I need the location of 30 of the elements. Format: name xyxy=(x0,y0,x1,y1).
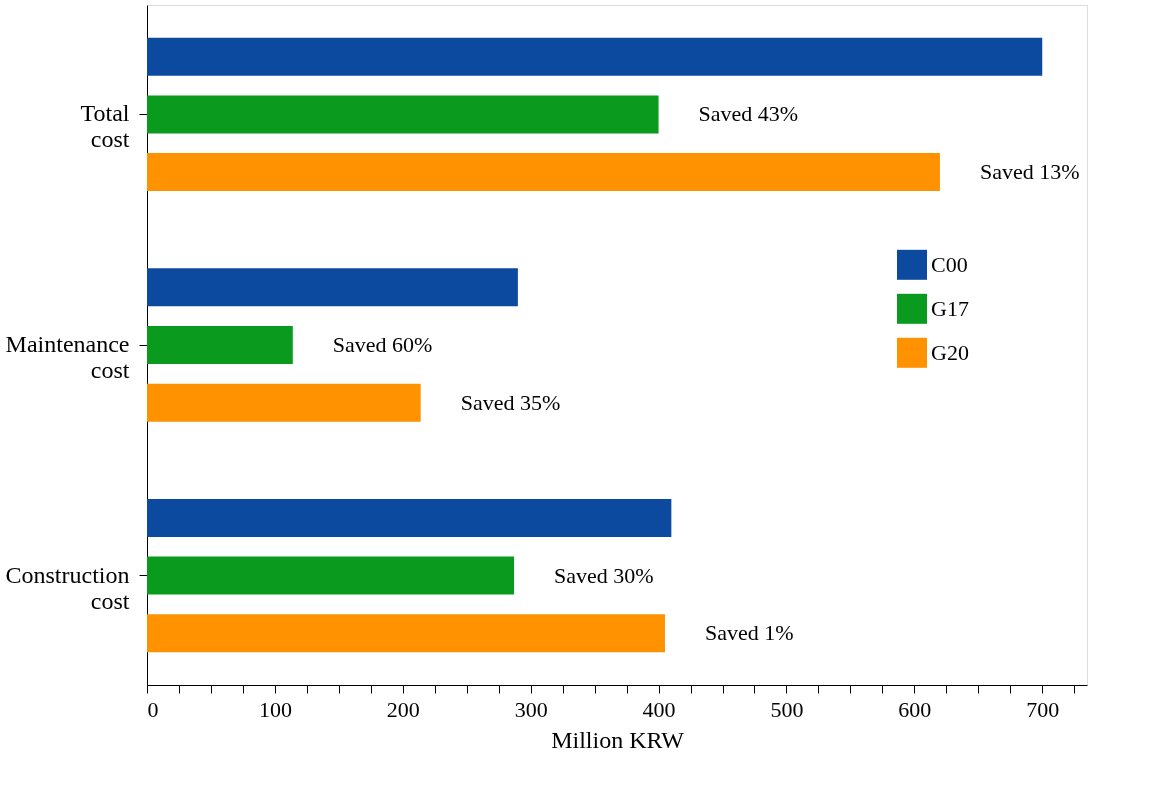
data-label: Saved 35% xyxy=(460,389,561,415)
x-tick-label: 300 xyxy=(514,696,548,722)
x-tick-label: 700 xyxy=(1026,696,1060,722)
data-label: Saved 13% xyxy=(979,159,1080,185)
data-label: Saved 60% xyxy=(332,332,433,357)
bar xyxy=(147,556,515,595)
x-tick-label: 500 xyxy=(770,696,804,722)
bar xyxy=(147,95,659,134)
legend-label: C00 xyxy=(931,251,968,277)
x-tick-label: 400 xyxy=(642,696,676,722)
x-tick-label: 0 xyxy=(147,696,159,722)
legend-label: G17 xyxy=(931,295,969,321)
bar xyxy=(147,268,518,307)
data-label: Saved 1% xyxy=(704,620,794,646)
x-tick-label: 100 xyxy=(258,696,292,722)
bar xyxy=(147,383,421,422)
y-tick-label: Construction cost xyxy=(5,561,130,614)
x-tick-label: 600 xyxy=(898,696,932,722)
legend-label: G20 xyxy=(931,339,969,365)
bar xyxy=(147,37,1043,76)
x-tick-label: 200 xyxy=(386,696,420,722)
bar xyxy=(147,326,293,364)
y-tick-label: Total cost xyxy=(80,100,130,153)
data-label: Saved 43% xyxy=(698,101,799,127)
x-axis-title: Million KRW xyxy=(551,726,685,753)
bar xyxy=(147,498,672,537)
bar xyxy=(147,614,665,653)
y-tick-label: Maintenance cost xyxy=(5,331,130,383)
bar xyxy=(147,153,940,192)
data-label: Saved 30% xyxy=(554,562,654,588)
